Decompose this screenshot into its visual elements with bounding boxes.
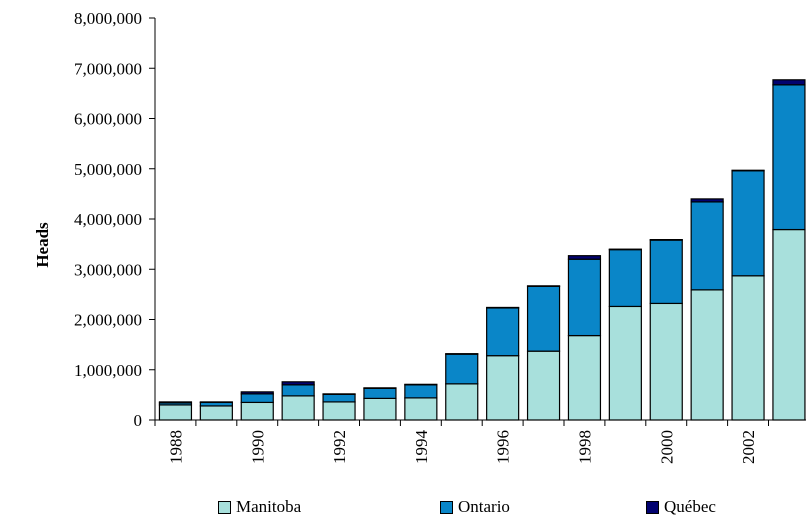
bar-segment-ontario-1991 xyxy=(281,384,315,397)
bars xyxy=(158,79,806,421)
y-axis-title: Heads xyxy=(33,222,52,268)
legend: Manitoba Ontario Québec xyxy=(0,497,806,523)
bar-segment-manitoba-1988 xyxy=(158,404,193,421)
bar-segment-qubec-1999 xyxy=(608,248,642,251)
x-tick-label: 2002 xyxy=(739,430,758,464)
legend-label-quebec: Québec xyxy=(664,497,716,516)
x-tick-label: 1992 xyxy=(330,430,349,464)
y-tick-label: 8,000,000 xyxy=(74,9,142,28)
legend-label-manitoba: Manitoba xyxy=(236,497,302,516)
bar-segment-qubec-1997 xyxy=(526,285,561,287)
x-tick-label: 1988 xyxy=(166,430,185,464)
stacked-bar-chart: 0 1,000,000 2,000,000 3,000,000 4,000,000 5,0… xyxy=(33,9,806,465)
y-tick-label: 2,000,000 xyxy=(74,311,142,330)
bar-segment-manitoba-2000 xyxy=(649,302,683,421)
x-tick-label: 1990 xyxy=(248,430,267,464)
bar-segment-qubec-1990 xyxy=(240,391,274,395)
bar-segment-manitoba-1996 xyxy=(486,355,520,421)
bar-segment-manitoba-1995 xyxy=(445,383,479,421)
y-tick-label: 3,000,000 xyxy=(74,260,142,279)
bar-segment-manitoba-1990 xyxy=(240,401,274,421)
bar-segment-qubec-1993 xyxy=(363,387,397,389)
bar-segment-ontario-1990 xyxy=(240,393,274,404)
bar-segment-ontario-1998 xyxy=(567,258,602,337)
y-tick-label: 1,000,000 xyxy=(74,361,142,380)
y-tick-label: 5,000,000 xyxy=(74,160,142,179)
bar-segment-qubec-1995 xyxy=(445,353,479,355)
bar-segment-qubec-2002 xyxy=(731,169,765,172)
bar-segment-ontario-1993 xyxy=(363,387,397,399)
legend-item-ontario: Ontario xyxy=(440,497,510,517)
bar-segment-qubec-2000 xyxy=(649,239,683,241)
bar-segment-ontario-1994 xyxy=(404,384,438,399)
bar-segment-ontario-1992 xyxy=(322,393,356,403)
x-axis: 1988 1990 1992 1994 1996 1998 2000 2002 xyxy=(154,419,806,465)
bar-segment-qubec-1991 xyxy=(281,381,315,386)
x-tick-label: 1994 xyxy=(412,430,431,465)
bar-segment-qubec-2003 xyxy=(772,79,806,86)
bar-segment-manitoba-1998 xyxy=(567,334,602,421)
legend-swatch-ontario xyxy=(440,500,453,514)
bar-segment-manitoba-2001 xyxy=(690,289,724,421)
y-tick-label: 7,000,000 xyxy=(74,59,142,78)
x-tick-label: 1998 xyxy=(575,430,594,464)
legend-swatch-manitoba xyxy=(218,500,231,514)
bar-segment-qubec-1989 xyxy=(199,401,233,404)
bar-segment-qubec-1994 xyxy=(404,383,438,386)
legend-item-quebec: Québec xyxy=(646,497,716,517)
bar-segment-manitoba-1989 xyxy=(199,405,233,421)
bar-segment-manitoba-2002 xyxy=(731,275,765,421)
x-tick-label: 2000 xyxy=(657,430,676,464)
y-tick-label: 0 xyxy=(134,411,143,430)
bar-segment-manitoba-1994 xyxy=(404,397,438,421)
y-tick-label: 4,000,000 xyxy=(74,210,142,229)
bar-segment-ontario-2001 xyxy=(690,201,724,291)
y-axis: 0 1,000,000 2,000,000 3,000,000 4,000,000 5,0… xyxy=(74,9,156,430)
bar-segment-qubec-1998 xyxy=(567,255,602,260)
bar-segment-manitoba-1999 xyxy=(608,305,642,421)
bar-segment-qubec-1988 xyxy=(158,401,193,404)
bar-segment-ontario-2000 xyxy=(649,239,683,305)
bar-segment-ontario-1995 xyxy=(445,353,479,385)
bar-segment-manitoba-1992 xyxy=(322,401,356,421)
x-tick-label: 1996 xyxy=(494,430,513,464)
bar-segment-ontario-2003 xyxy=(772,84,806,231)
bar-segment-ontario-1997 xyxy=(526,285,561,352)
legend-swatch-quebec xyxy=(646,500,659,514)
bar-segment-manitoba-1993 xyxy=(363,397,397,421)
bar-segment-ontario-1999 xyxy=(608,249,642,308)
bar-segment-manitoba-1991 xyxy=(281,395,315,421)
bar-segment-ontario-2002 xyxy=(731,170,765,277)
bar-segment-ontario-1996 xyxy=(486,307,520,357)
bar-segment-manitoba-1997 xyxy=(526,350,561,421)
legend-label-ontario: Ontario xyxy=(458,497,510,516)
y-tick-label: 6,000,000 xyxy=(74,110,142,129)
bar-segment-qubec-1996 xyxy=(486,306,520,309)
legend-item-manitoba: Manitoba xyxy=(218,497,301,517)
bar-segment-qubec-2001 xyxy=(690,198,724,203)
bar-segment-manitoba-2003 xyxy=(772,228,806,421)
bar-segment-qubec-1992 xyxy=(322,393,356,395)
